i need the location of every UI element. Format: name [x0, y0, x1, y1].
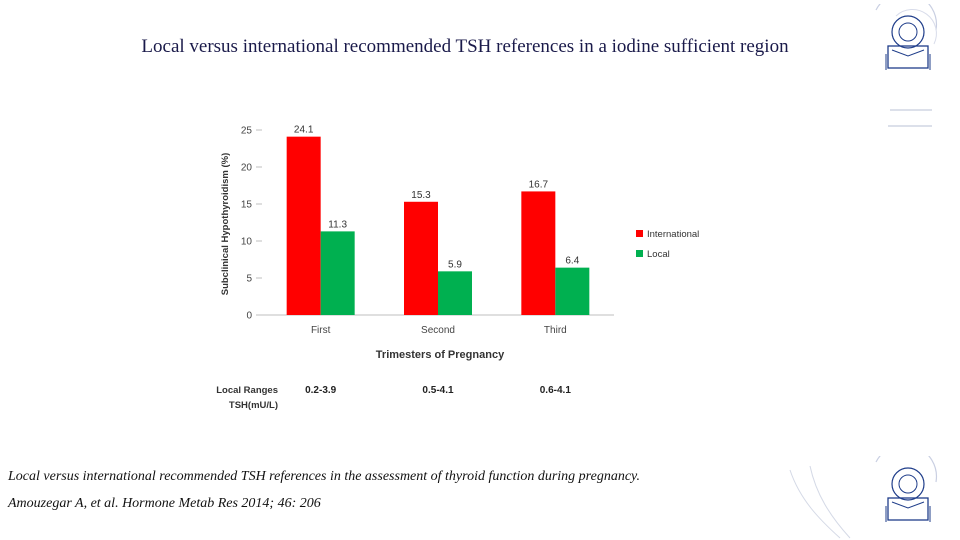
- table-range-value: 0.2-3.9: [305, 385, 337, 396]
- legend-label: Local: [647, 249, 670, 260]
- decorative-arc-lines: [789, 109, 932, 539]
- y-tick-label: 25: [241, 126, 253, 137]
- bar-value-label: 24.1: [294, 125, 314, 136]
- table-row-label-2: TSH(mU/L): [229, 400, 278, 411]
- table-range-value: 0.5-4.1: [422, 385, 454, 396]
- bar-chart: Subclinical Hypothyroidism (%) 0 5 10 15 20 2…: [216, 125, 699, 411]
- university-seal-logo: [875, 456, 938, 522]
- bar-value-label: 15.3: [411, 190, 431, 201]
- bar-local-first: [320, 231, 355, 315]
- y-tick-label: 15: [241, 200, 253, 211]
- x-tick-label: Second: [421, 325, 455, 336]
- bar-international-second: [404, 201, 438, 315]
- legend-swatch-international: [636, 230, 643, 237]
- bar-value-label: 11.3: [328, 219, 347, 230]
- table-range-value: 0.6-4.1: [540, 385, 572, 396]
- slide-title: Local versus international recommended T…: [141, 36, 789, 57]
- bar-local-third: [555, 267, 590, 315]
- bar-international-first: [286, 136, 321, 315]
- bar-value-label: 16.7: [529, 179, 549, 190]
- bar-international-third: [521, 191, 556, 315]
- x-tick-label: Third: [544, 325, 567, 336]
- university-seal-logo: [875, 4, 938, 70]
- bar-value-label: 6.4: [565, 256, 579, 267]
- y-tick-label: 20: [241, 163, 253, 174]
- y-tick-label: 5: [246, 274, 252, 285]
- y-tick-label: 10: [241, 237, 253, 248]
- bar-local-second: [438, 271, 472, 315]
- y-axis-label: Subclinical Hypothyroidism (%): [220, 153, 231, 296]
- y-tick-label: 0: [246, 311, 252, 322]
- legend-swatch-local: [636, 250, 643, 257]
- x-tick-label: First: [311, 325, 331, 336]
- x-axis-label: Trimesters of Pregnancy: [376, 349, 505, 361]
- slide-caption: Local versus international recommended T…: [8, 469, 640, 484]
- legend-label: International: [647, 229, 699, 240]
- table-row-label-1: Local Ranges: [216, 385, 278, 396]
- bar-value-label: 5.9: [448, 259, 462, 270]
- citation: Amouzegar A, et al. Hormone Metab Res 20…: [8, 496, 321, 511]
